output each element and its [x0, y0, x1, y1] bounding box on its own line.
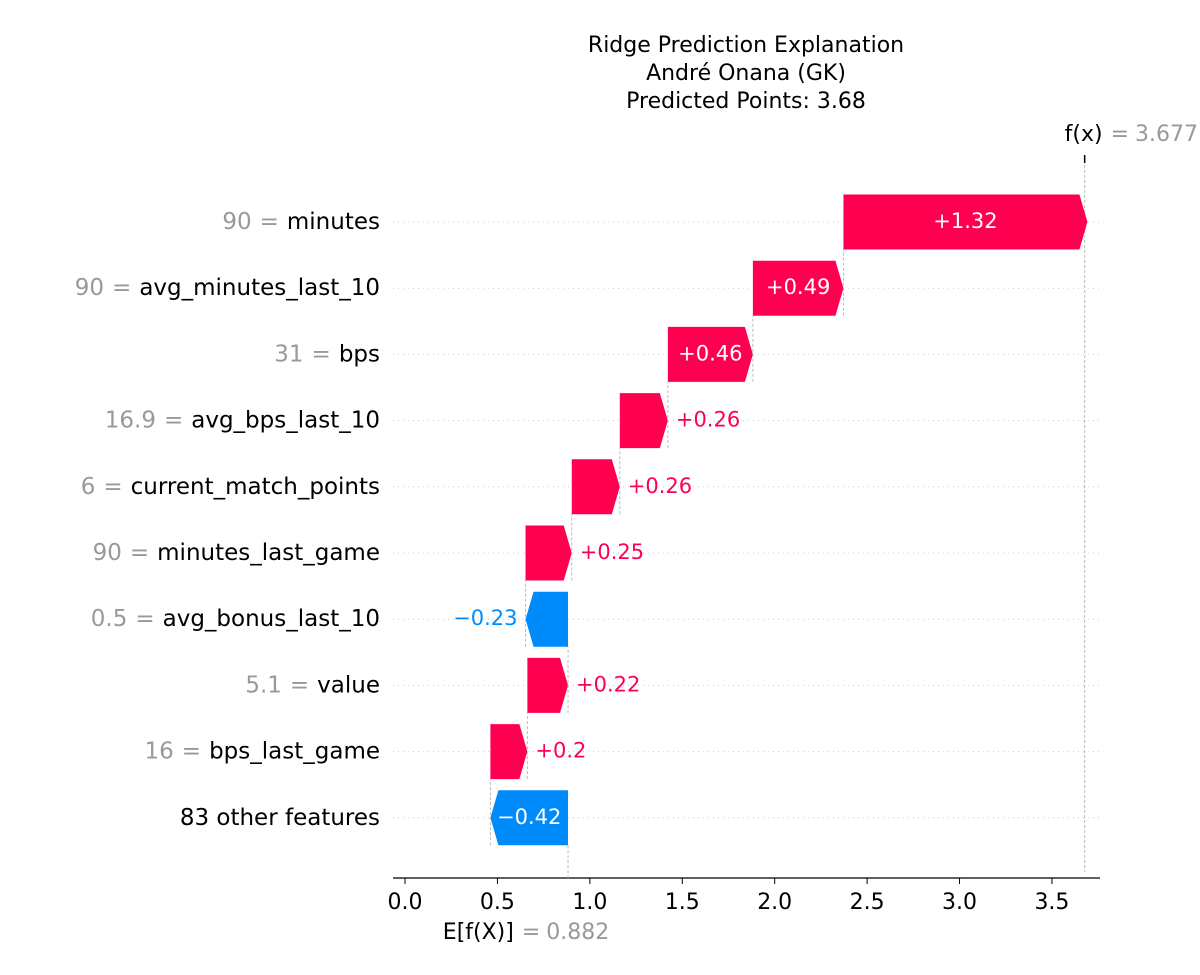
value-label: +0.49 — [766, 275, 830, 299]
separator: = — [112, 275, 131, 301]
x-tick-label: 3.0 — [942, 890, 977, 915]
feature-name: avg_bonus_last_10 — [163, 606, 380, 632]
feature-label: 90 = minutes_last_game — [93, 540, 380, 566]
separator: = — [522, 920, 540, 945]
feature-value: 6 — [81, 473, 96, 499]
feature-value: 90 — [222, 209, 251, 235]
feature-name: avg_minutes_last_10 — [139, 275, 380, 301]
feature-label: 0.5 = avg_bonus_last_10 — [91, 606, 380, 632]
bar — [667, 326, 753, 382]
feature-value: 90 — [93, 540, 122, 566]
separator: = — [260, 209, 279, 235]
chart-title-line: Predicted Points: 3.68 — [626, 89, 866, 114]
separator: = — [130, 540, 149, 566]
value-label: −0.42 — [497, 805, 561, 829]
output-name: f(x) — [1065, 122, 1103, 147]
feature-label: 16.9 = avg_bps_last_10 — [105, 407, 380, 433]
separator: = — [164, 407, 183, 433]
x-tick-label: 1.0 — [572, 890, 607, 915]
feature-label: 6 = current_match_points — [81, 473, 380, 499]
feature-label: 16 = bps_last_game — [145, 738, 380, 764]
base-name: E[f(X)] — [443, 920, 514, 945]
feature-value: 90 — [75, 275, 104, 301]
x-tick-label: 1.5 — [665, 890, 700, 915]
bar — [571, 459, 620, 515]
x-tick-label: 3.5 — [1034, 890, 1069, 915]
feature-name: avg_bps_last_10 — [191, 407, 380, 433]
value-label: −0.23 — [453, 606, 517, 630]
value-label: +0.2 — [535, 739, 586, 763]
base-label: E[f(X)] = 0.882 — [443, 920, 609, 945]
bar — [525, 591, 569, 647]
feature-name: bps_last_game — [209, 738, 380, 764]
feature-label: 5.1 = value — [245, 672, 380, 698]
bar — [490, 790, 569, 846]
value-label: +0.25 — [580, 540, 644, 564]
separator: = — [312, 341, 331, 367]
feature-value: 16.9 — [105, 407, 156, 433]
feature-label: 31 = bps — [274, 341, 380, 367]
feature-label: 90 = minutes — [222, 209, 380, 235]
value-label: +0.46 — [678, 341, 742, 365]
bar — [525, 525, 572, 581]
x-tick-label: 2.0 — [757, 890, 792, 915]
feature-name: 83 other features — [180, 804, 380, 830]
bar — [490, 724, 528, 780]
chart-title-line: Ridge Prediction Explanation — [588, 33, 904, 58]
value-label: +1.32 — [933, 209, 997, 233]
feature-name: value — [317, 672, 380, 698]
feature-value: 31 — [274, 341, 303, 367]
feature-label: 83 other features — [180, 804, 380, 830]
feature-name: bps — [339, 341, 380, 367]
feature-name: minutes — [287, 209, 380, 235]
x-tick-label: 0.0 — [388, 890, 423, 915]
bar — [752, 260, 844, 316]
value-label: +0.26 — [628, 474, 692, 498]
separator: = — [290, 672, 309, 698]
value-label: +0.22 — [576, 672, 640, 696]
bar — [619, 393, 668, 449]
separator: = — [135, 606, 154, 632]
output-number: 3.677 — [1135, 122, 1198, 147]
bar — [527, 657, 569, 713]
feature-name: minutes_last_game — [157, 540, 380, 566]
feature-value: 0.5 — [91, 606, 128, 632]
value-label: +0.26 — [676, 408, 740, 432]
separator: = — [103, 473, 122, 499]
feature-label: 90 = avg_minutes_last_10 — [75, 275, 380, 301]
output-label: f(x) = 3.677 — [1065, 122, 1198, 147]
base-number: 0.882 — [546, 920, 609, 945]
feature-value: 5.1 — [245, 672, 282, 698]
feature-name: current_match_points — [131, 473, 380, 499]
x-tick-label: 0.5 — [480, 890, 515, 915]
chart-title-line: André Onana (GK) — [646, 61, 846, 86]
x-tick-label: 2.5 — [850, 890, 885, 915]
bar — [843, 194, 1088, 250]
separator: = — [182, 738, 201, 764]
feature-value: 16 — [145, 738, 174, 764]
separator: = — [1111, 122, 1129, 147]
